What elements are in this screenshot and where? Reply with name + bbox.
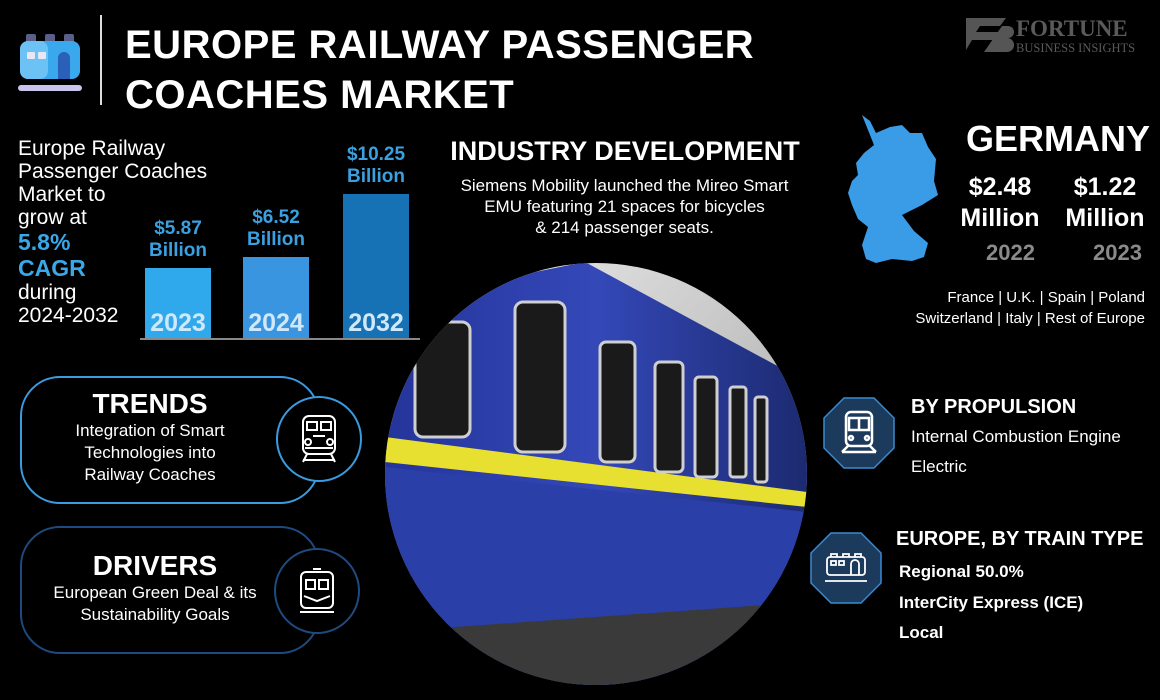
coach-logo-icon (18, 34, 82, 91)
title-line-1: EUROPE RAILWAY PASSENGER (125, 23, 755, 67)
forecast-period: 2024-2032 (18, 304, 119, 327)
bar-value-label: $6.52 Billion (246, 207, 306, 250)
train-type-title: EUROPE, BY TRAIN TYPE (896, 528, 1144, 550)
bar-2023: 2023 (145, 268, 211, 338)
country-line: France | U.K. | Spain | Poland (947, 289, 1145, 306)
germany-year-2022: 2022 (986, 240, 1035, 265)
trends-line: Railway Coaches (84, 465, 216, 484)
propulsion-item: Electric (911, 457, 967, 476)
propulsion-item: Internal Combustion Engine (911, 427, 1121, 446)
drivers-text: European Green Deal & its Sustainability… (22, 582, 318, 626)
industry-development-text: Siemens Mobility launched the Mireo Smar… (432, 175, 817, 238)
metro-front-icon (300, 568, 334, 613)
industry-text-line: & 214 passenger seats. (535, 218, 714, 237)
drivers-title: DRIVERS (92, 550, 218, 581)
industry-text-line: EMU featuring 21 spaces for bicycles (484, 197, 765, 216)
train-front-icon (302, 415, 336, 463)
trends-card: TRENDS Integration of Smart Technologies… (20, 376, 320, 504)
trends-line: Technologies into (84, 443, 216, 462)
bar-value-label: $10.25 Billion (346, 144, 406, 187)
intro-line: grow at (18, 206, 87, 229)
market-growth-summary: Europe Railway Passenger Coaches Market … (18, 137, 218, 327)
train-type-item: InterCity Express (ICE) (899, 593, 1084, 612)
germany-value-2022: $2.48 (968, 173, 1032, 201)
germany-map-icon (848, 115, 938, 263)
industry-text-line: Siemens Mobility launched the Mireo Smar… (460, 176, 789, 195)
train-icon (823, 397, 895, 469)
bar-2032: 2032 (343, 194, 409, 338)
drivers-card: DRIVERS European Green Deal & its Sustai… (20, 526, 320, 654)
cagr-value: 5.8% (18, 229, 71, 255)
propulsion-title: BY PROPULSION (911, 396, 1077, 418)
bar-value-label: $5.87 Billion (148, 218, 208, 261)
bar-year-label: 2032 (348, 309, 404, 337)
trends-title: TRENDS (92, 388, 208, 419)
intro-line: Europe Railway (18, 137, 166, 160)
germany-year-2023: 2023 (1093, 240, 1142, 265)
market-size-bar-chart: 2023 $5.87 Billion 2024 $6.52 Billion 2032 $10.… (130, 130, 420, 340)
country-list: France | U.K. | Spain | Poland Switzerla… (860, 287, 1145, 329)
intro-line: Market to (18, 183, 106, 206)
coach-icon (810, 532, 882, 604)
bar-year-label: 2023 (150, 309, 206, 337)
chart-baseline (140, 338, 420, 340)
country-line: Switzerland | Italy | Rest of Europe (915, 310, 1145, 327)
trends-text: Integration of Smart Technologies into R… (22, 420, 318, 486)
svg-text:BUSINESS INSIGHTS: BUSINESS INSIGHTS (1016, 41, 1135, 55)
industry-development-title: INDUSTRY DEVELOPMENT (450, 136, 800, 166)
header-divider (100, 15, 102, 105)
cagr-label: CAGR (18, 255, 86, 281)
trends-line: Integration of Smart (75, 421, 225, 440)
drivers-icon-bubble (274, 548, 360, 634)
train-type-item: Local (899, 623, 944, 642)
germany-unit: Million (960, 204, 1040, 232)
intro-line: during (18, 281, 77, 304)
train-type-item: Regional 50.0% (899, 562, 1024, 581)
intro-line: Passenger Coaches (18, 160, 208, 183)
germany-value-2023: $1.22 (1073, 173, 1137, 201)
title-line-2: COACHES MARKET (125, 73, 515, 117)
trends-icon-bubble (276, 396, 362, 482)
page-title: EUROPE RAILWAY PASSENGER COACHES MARKET (125, 20, 754, 120)
bar-year-label: 2024 (248, 309, 304, 337)
bar-2024: 2024 (243, 257, 309, 338)
fortune-business-insights-logo: FORTUNE BUSINESS INSIGHTS (966, 16, 1135, 55)
passenger-coach-photo (385, 263, 807, 685)
drivers-line: European Green Deal & its (53, 583, 257, 602)
svg-text:FORTUNE: FORTUNE (1016, 16, 1128, 41)
germany-unit: Million (1065, 204, 1145, 232)
germany-title: GERMANY (965, 118, 1150, 159)
drivers-line: Sustainability Goals (80, 605, 230, 624)
